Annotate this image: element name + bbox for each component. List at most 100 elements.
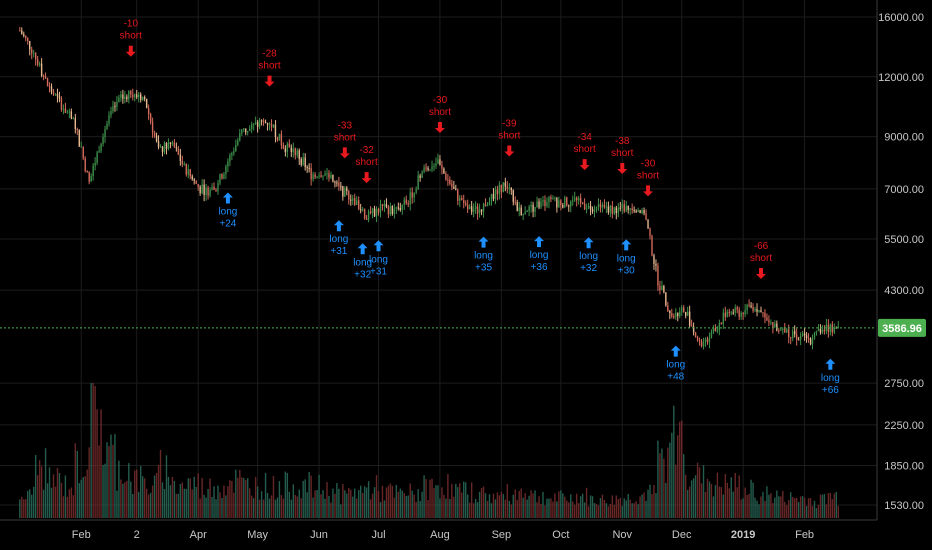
candle-body <box>484 203 487 207</box>
candle-body <box>248 128 251 132</box>
candle-body <box>831 324 834 333</box>
volume-bar <box>766 486 768 518</box>
time-axis[interactable]: Feb 2 Apr May Jun Jul Aug Sep Oct Nov Dec 2019 Feb <box>72 529 814 541</box>
price-tick-label: 4300.00 <box>884 285 924 297</box>
candle-body <box>284 148 287 153</box>
candle-body <box>732 312 734 314</box>
volume-bar <box>827 493 830 518</box>
candle-body <box>48 86 51 88</box>
candle-body <box>167 142 170 149</box>
signal-label: short <box>498 131 520 142</box>
volume-bar <box>629 499 631 518</box>
candle-body <box>415 189 417 193</box>
volume-bar <box>397 491 400 518</box>
candle-body <box>809 338 812 345</box>
volume-bar <box>583 502 586 518</box>
volume-bar <box>522 497 524 518</box>
volume-bar <box>700 483 703 518</box>
signal-value: -32 <box>359 145 374 156</box>
price-tick-label: 2250.00 <box>884 420 924 432</box>
signal-label: short <box>750 253 772 264</box>
signal-value: +24 <box>219 218 236 229</box>
candle-body <box>385 204 388 208</box>
candle-body <box>793 331 796 335</box>
candle-body <box>577 197 580 201</box>
volume-bar <box>38 460 41 518</box>
candle-body <box>163 143 166 152</box>
candle-body <box>688 311 691 326</box>
volume-bar <box>379 502 382 518</box>
volume-bar <box>239 469 241 518</box>
volume-bar <box>466 494 469 518</box>
volume-bar <box>425 479 427 518</box>
candle-body <box>617 207 620 214</box>
candle-body <box>209 189 211 196</box>
candle-body <box>784 328 786 333</box>
candle-body <box>409 192 411 205</box>
volume-bar <box>770 493 772 518</box>
candle-body <box>72 118 75 120</box>
volume-bar <box>84 476 86 518</box>
volume-bar <box>817 504 820 518</box>
candle-body <box>504 182 507 187</box>
volume-bar <box>837 505 839 518</box>
volume-bar <box>665 482 667 518</box>
volume-bar <box>801 496 804 518</box>
volume-bar <box>550 498 552 518</box>
volume-bar <box>625 500 627 518</box>
candle-body <box>807 337 810 339</box>
candle-body <box>159 146 162 148</box>
candle-body <box>328 173 330 178</box>
candle-body <box>395 207 398 209</box>
candle-body <box>260 120 263 122</box>
volume-bar <box>179 484 182 518</box>
candle-body <box>312 174 314 180</box>
price-axis[interactable]: 16000.00 12000.00 9000.00 7000.00 5500.00 430… <box>878 12 924 512</box>
volume-bar <box>78 483 80 518</box>
volume-bar <box>686 489 689 518</box>
candle-body <box>270 123 273 128</box>
volume-bar <box>332 488 334 518</box>
candle-body <box>605 206 608 208</box>
candle-body <box>181 160 184 165</box>
price-tick-label: 5500.00 <box>884 234 924 246</box>
candle-body <box>728 311 730 314</box>
candle-body <box>411 192 413 198</box>
volume-bar <box>203 494 205 518</box>
candle-body <box>50 86 53 92</box>
candle-body <box>32 53 35 55</box>
candle-body <box>90 175 92 182</box>
time-tick-label: Jul <box>371 529 385 541</box>
volume-bar <box>106 442 108 518</box>
volume-bar <box>760 496 762 518</box>
candle-body <box>637 210 639 213</box>
volume-bar <box>227 486 229 518</box>
volume-bar <box>262 499 265 518</box>
candle-body <box>758 310 760 312</box>
candle-body <box>98 151 100 153</box>
volume-bar <box>465 482 467 518</box>
candle-body <box>272 124 275 128</box>
volume-bar <box>831 499 834 518</box>
volume-bar <box>599 498 602 518</box>
candle-body <box>189 169 191 177</box>
volume-bar <box>835 491 837 518</box>
volume-bar <box>193 476 195 518</box>
candle-body <box>595 206 598 210</box>
volume-bar <box>793 498 796 518</box>
signal-value: -39 <box>502 119 517 130</box>
volume-bar <box>498 495 501 518</box>
candle-body <box>476 206 479 214</box>
volume-bar <box>229 480 231 518</box>
volume-bar <box>677 435 679 518</box>
volume-bar <box>510 504 512 518</box>
candle-body <box>391 206 394 214</box>
volume-bar <box>80 479 82 518</box>
volume-bar <box>92 383 94 518</box>
volume-bar <box>791 496 794 518</box>
volume-bar <box>328 496 330 518</box>
volume-bar <box>684 474 687 518</box>
